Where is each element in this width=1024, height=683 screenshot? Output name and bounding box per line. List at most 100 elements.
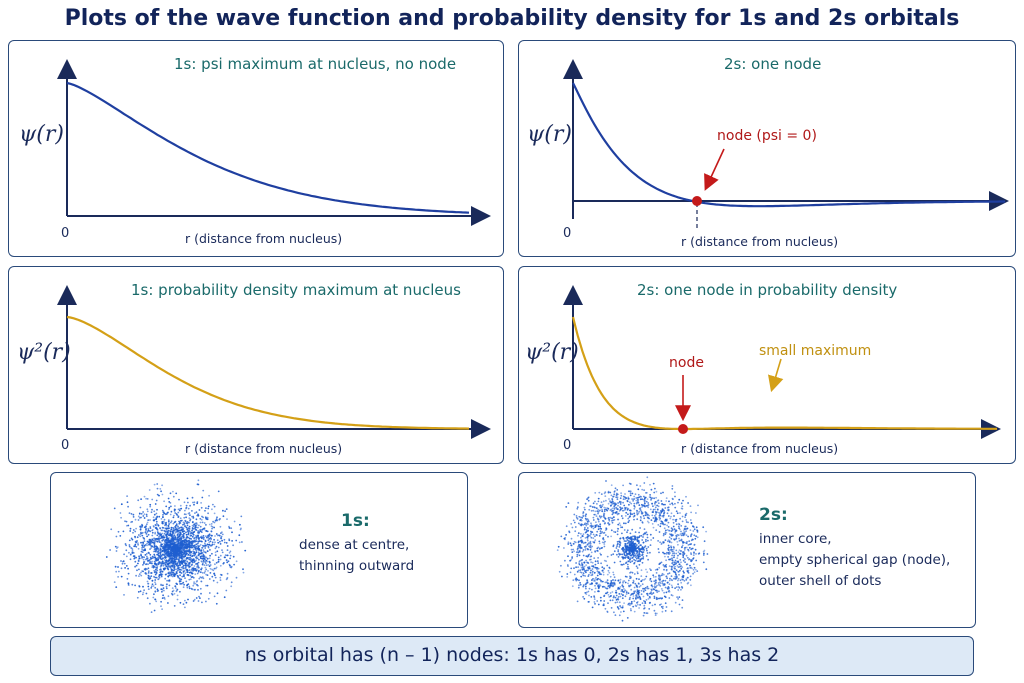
origin-label: 0 (61, 226, 69, 241)
electron-dot (142, 546, 145, 549)
electron-dot (233, 563, 236, 566)
electron-dot (592, 565, 595, 568)
electron-dot (643, 517, 646, 520)
electron-dot (190, 569, 193, 571)
electron-dot (201, 562, 204, 565)
electron-dot (558, 570, 561, 573)
electron-dot (189, 519, 191, 522)
electron-dot (148, 489, 151, 491)
electron-dot (196, 483, 199, 486)
electron-dot (639, 560, 641, 562)
electron-dot (168, 527, 171, 530)
electron-dot (152, 550, 155, 553)
electron-dot (660, 597, 663, 600)
electron-dot (199, 543, 202, 546)
electron-dot (144, 554, 147, 556)
electron-dot (632, 579, 635, 582)
electron-dot (632, 605, 635, 608)
electron-dot (662, 579, 665, 582)
electron-dot (601, 569, 604, 572)
electron-dot (153, 543, 156, 546)
electron-dot (610, 581, 613, 584)
electron-dot (197, 534, 200, 537)
electron-dot (165, 546, 167, 549)
electron-dot (629, 572, 631, 574)
electron-dot (177, 558, 180, 561)
electron-dot (646, 549, 648, 552)
electron-dot (213, 505, 216, 508)
electron-dot (621, 517, 624, 520)
electron-dot (142, 536, 145, 539)
electron-dot (619, 503, 622, 505)
electron-dot (634, 537, 636, 539)
electron-dot (202, 553, 205, 556)
electron-dot (146, 540, 149, 543)
electron-dot (650, 584, 653, 587)
electron-dot (636, 484, 638, 487)
electron-dot (180, 569, 183, 571)
electron-dot (180, 582, 183, 585)
electron-dot (623, 509, 626, 512)
electron-dot (133, 557, 136, 560)
electron-dot (220, 574, 223, 576)
electron-dot (647, 502, 650, 504)
electron-dot (142, 558, 145, 561)
electron-dot (663, 511, 666, 514)
electron-dot (183, 583, 186, 586)
electron-dot (143, 544, 146, 547)
x-axis-label: r (distance from nucleus) (185, 231, 342, 246)
electron-dot (166, 554, 168, 556)
electron-dot (655, 513, 657, 516)
electron-dot (185, 504, 188, 507)
electron-dot (155, 540, 158, 543)
electron-dot (187, 543, 189, 546)
electron-dot (652, 517, 655, 519)
electron-dot (155, 499, 158, 502)
electron-dot (157, 557, 160, 560)
panel-cloud-2s: 2s: inner core, empty spherical gap (nod… (518, 472, 976, 628)
electron-dot (216, 539, 219, 542)
panel-prob-1s: 1s: probability density maximum at nucle… (8, 266, 504, 464)
electron-dot (623, 529, 626, 531)
electron-dot (631, 492, 634, 495)
electron-dot (654, 516, 657, 519)
electron-dot (607, 569, 610, 572)
electron-dot (580, 564, 582, 567)
electron-dot (599, 509, 601, 512)
electron-dot (590, 561, 592, 564)
electron-dot (142, 591, 145, 594)
electron-dot (695, 526, 698, 529)
electron-dot (674, 491, 676, 494)
electron-dot (637, 539, 639, 542)
electron-dot (160, 605, 162, 608)
electron-dot (630, 603, 632, 605)
electron-dot (677, 522, 680, 525)
electron-dot (666, 512, 669, 515)
electron-dot (628, 598, 631, 601)
electron-dot (203, 550, 205, 553)
electron-dot (603, 559, 606, 562)
electron-dot (156, 569, 159, 572)
electron-dot (205, 556, 207, 559)
electron-dot (624, 493, 626, 495)
electron-dot (160, 490, 162, 493)
electron-dot (194, 567, 197, 570)
electron-dot (173, 514, 175, 517)
electron-dot (567, 543, 570, 545)
electron-dot (674, 495, 676, 498)
electron-dot (157, 563, 160, 566)
electron-dot (619, 605, 621, 607)
electron-dot (591, 579, 593, 582)
electron-dot (164, 552, 167, 555)
electron-dot (674, 587, 676, 590)
electron-dot (578, 550, 581, 552)
electron-dot (586, 538, 589, 540)
electron-dot (654, 519, 657, 522)
electron-dot (638, 553, 641, 556)
electron-dot (671, 565, 674, 568)
electron-dot (206, 516, 209, 519)
electron-dot (627, 507, 630, 510)
electron-dot (619, 578, 622, 581)
electron-dot (694, 537, 697, 540)
electron-dot (631, 557, 634, 559)
